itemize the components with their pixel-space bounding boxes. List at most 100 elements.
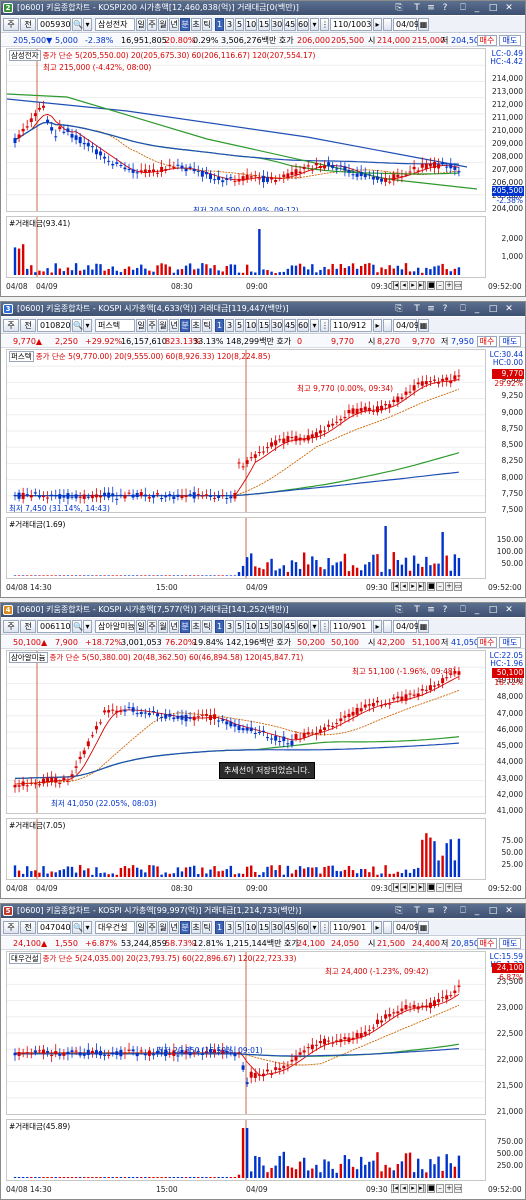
chart-window[interactable]: 2 [0600] 키움종합차트 - KOSPI200 시가총액[12,460,83…: [0, 0, 526, 297]
scroll-first-icon[interactable]: |◂: [391, 883, 399, 892]
period-tab-2[interactable]: 월: [158, 18, 168, 31]
sell-button[interactable]: 매도: [499, 637, 521, 648]
window-titlebar[interactable]: 2 [0600] 키움종합차트 - KOSPI200 시가총액[12,460,83…: [1, 1, 525, 15]
stock-name-field[interactable]: 대우건설: [95, 921, 135, 934]
grid-icon[interactable]: ≡: [427, 906, 435, 916]
scroll-last-icon[interactable]: ▸|: [418, 883, 426, 892]
interval-button-45[interactable]: 45: [284, 620, 296, 633]
interval-dropdown-icon[interactable]: ▾: [310, 620, 319, 633]
period-tab-4[interactable]: 분: [180, 921, 190, 934]
interval-button-5[interactable]: 5: [235, 319, 244, 332]
window-titlebar[interactable]: 4 [0600] 키움종합차트 - KOSPI 시가총액[7,577(억)] 거래…: [1, 603, 525, 617]
link-icon[interactable]: ⎘: [395, 906, 403, 916]
stock-code-input[interactable]: 010820: [37, 319, 71, 332]
period-tab-1[interactable]: 주: [147, 18, 157, 31]
period-tab-0[interactable]: 일: [136, 921, 146, 934]
interval-button-5[interactable]: 5: [235, 921, 244, 934]
scroll-first-icon[interactable]: |◂: [391, 281, 399, 290]
close-icon[interactable]: ✕: [505, 605, 513, 615]
close-icon[interactable]: ✕: [505, 3, 513, 13]
stock-code-input[interactable]: 006110: [37, 620, 71, 633]
close-icon[interactable]: ✕: [505, 304, 513, 314]
minimize-icon[interactable]: _: [474, 304, 480, 314]
search-icon[interactable]: 🔍: [72, 319, 83, 332]
scroll-next-icon[interactable]: ▸: [409, 582, 417, 591]
market-select[interactable]: 전: [20, 18, 36, 31]
period-tab-3[interactable]: 년: [169, 921, 179, 934]
search-icon[interactable]: 🔍: [72, 18, 83, 31]
scroll-zoom-in-icon[interactable]: –: [436, 281, 444, 290]
scroll-next-icon[interactable]: ▸: [409, 281, 417, 290]
interval-button-15[interactable]: 15: [258, 620, 270, 633]
period-tab-1[interactable]: 주: [147, 921, 157, 934]
interval-button-3[interactable]: 3: [225, 18, 234, 31]
sell-button[interactable]: 매도: [499, 938, 521, 949]
scroll-last-icon[interactable]: ▸|: [418, 582, 426, 591]
chart-option-icon[interactable]: ⋮: [320, 921, 329, 934]
period-tab-0[interactable]: 일: [136, 620, 146, 633]
chart-option-icon[interactable]: ⋮: [320, 18, 329, 31]
buy-button[interactable]: 매수: [477, 35, 497, 46]
chart-setting-icon[interactable]: ▦: [418, 18, 429, 31]
interval-button-45[interactable]: 45: [284, 921, 296, 934]
pin-icon[interactable]: T: [414, 3, 420, 13]
code-dropdown-icon[interactable]: ▾: [83, 620, 92, 633]
scroll-zoom-in-icon[interactable]: –: [436, 883, 444, 892]
arrow-icon[interactable]: ▸: [373, 319, 382, 332]
arrow-icon[interactable]: ▸: [373, 18, 382, 31]
restore-icon[interactable]: ⎕: [460, 906, 466, 916]
chart-setting-icon[interactable]: ▦: [418, 921, 429, 934]
period-tab-2[interactable]: 월: [158, 620, 168, 633]
interval-button-5[interactable]: 5: [235, 18, 244, 31]
interval-button-60[interactable]: 60: [297, 319, 309, 332]
grid-icon[interactable]: ≡: [427, 3, 435, 13]
scroll-reset-icon[interactable]: +: [445, 883, 453, 892]
interval-button-60[interactable]: 60: [297, 620, 309, 633]
interval-button-1[interactable]: 1: [215, 319, 224, 332]
scroll-last-icon[interactable]: ▸|: [418, 1184, 426, 1193]
scroll-prev-icon[interactable]: ◂: [400, 1184, 408, 1193]
legend-stock-name[interactable]: 삼아알미늄: [9, 652, 48, 663]
bar-count-field[interactable]: 110/1003: [330, 18, 372, 31]
restore-icon[interactable]: ⎕: [460, 3, 466, 13]
help-icon[interactable]: ?: [442, 906, 448, 916]
volume-chart-area[interactable]: #거래대금(1.69): [6, 517, 486, 579]
help-icon[interactable]: ?: [442, 3, 448, 13]
maximize-icon[interactable]: □: [488, 3, 498, 13]
stock-code-input[interactable]: 005930: [37, 18, 71, 31]
scroll-zoom-out-icon[interactable]: ■: [427, 281, 435, 290]
search-icon[interactable]: 🔍: [72, 620, 83, 633]
stock-type-select[interactable]: 주: [3, 18, 19, 31]
interval-button-10[interactable]: 10: [245, 921, 257, 934]
period-tab-6[interactable]: 틱: [202, 18, 212, 31]
arrow-icon[interactable]: ▸: [373, 921, 382, 934]
market-select[interactable]: 전: [20, 319, 36, 332]
pin-icon[interactable]: T: [414, 304, 420, 314]
sell-button[interactable]: 매도: [499, 336, 521, 347]
interval-button-30[interactable]: 30: [271, 620, 283, 633]
legend-stock-name[interactable]: 대우건설: [9, 953, 41, 964]
pin-icon[interactable]: T: [414, 906, 420, 916]
interval-button-3[interactable]: 3: [225, 620, 234, 633]
interval-dropdown-icon[interactable]: ▾: [310, 319, 319, 332]
period-tab-5[interactable]: 초: [191, 620, 201, 633]
period-tab-2[interactable]: 월: [158, 319, 168, 332]
interval-button-45[interactable]: 45: [284, 18, 296, 31]
stock-code-input[interactable]: 047040: [37, 921, 71, 934]
date-field[interactable]: 04/09: [393, 319, 419, 332]
interval-dropdown-icon[interactable]: ▾: [310, 18, 319, 31]
volume-chart-area[interactable]: #거래대금(93.41): [6, 216, 486, 278]
period-tab-2[interactable]: 월: [158, 921, 168, 934]
scroll-reset-icon[interactable]: +: [445, 281, 453, 290]
period-tab-5[interactable]: 초: [191, 319, 201, 332]
period-tab-3[interactable]: 년: [169, 620, 179, 633]
price-chart-area[interactable]: 삼아알미늄 종가 단순 5(50,380.00) 20(48,362.50) 60…: [6, 650, 486, 814]
help-icon[interactable]: ?: [442, 304, 448, 314]
chart-option-icon[interactable]: ⋮: [320, 620, 329, 633]
period-tab-4[interactable]: 분: [180, 620, 190, 633]
volume-chart-area[interactable]: #거래대금(45.89): [6, 1119, 486, 1181]
market-select[interactable]: 전: [20, 620, 36, 633]
scroll-next-icon[interactable]: ▸: [409, 1184, 417, 1193]
stock-name-field[interactable]: 삼아알미늄: [95, 620, 135, 633]
scroll-end-icon[interactable]: ▭: [454, 582, 462, 591]
